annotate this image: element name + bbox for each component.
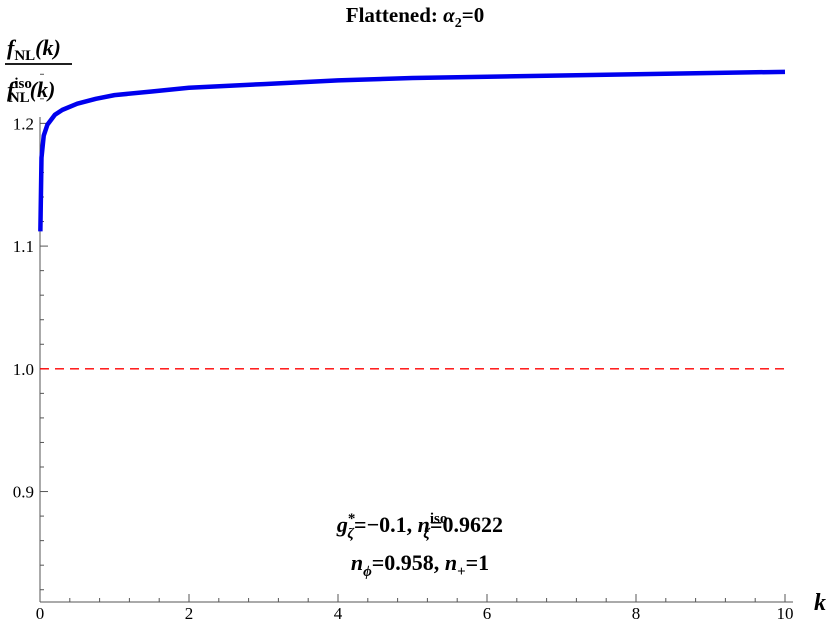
- chart-title: Flattened: α2=0: [346, 3, 485, 31]
- x-tick-label: 2: [185, 604, 194, 623]
- ratio-curve-series: [38, 69, 786, 232]
- annotation-line2: nϕ=0.958, n+=1: [351, 550, 489, 580]
- y-tick-label: 1.2: [13, 114, 34, 133]
- y-tick-label: 0.9: [13, 483, 34, 502]
- x-tick-label: 10: [777, 604, 794, 623]
- y-axis-label: fNL(k) fiso NL(k): [5, 35, 72, 106]
- y-tick-label: 1.1: [13, 237, 34, 256]
- axes: 0 2 4 6 8 10 0.9 1.0 1.1 1.2: [13, 73, 794, 623]
- x-tick-label: 6: [483, 604, 492, 623]
- x-tick-label: 4: [334, 604, 343, 623]
- annotation-line1: g* ζ=−0.1, niso ζ=0.9622: [336, 511, 503, 542]
- y-label-numerator: fNL(k): [7, 35, 61, 64]
- title-text: Flattened: α2=0: [346, 3, 485, 31]
- y-tick-label: 1.0: [13, 360, 34, 379]
- annotations: g* ζ=−0.1, niso ζ=0.9622 nϕ=0.958, n+=1: [336, 511, 503, 580]
- x-tick-label: 0: [36, 604, 45, 623]
- x-axis-label: k: [814, 590, 826, 616]
- series-group: [38, 69, 786, 370]
- x-tick-label: 8: [632, 604, 641, 623]
- y-label-denominator: fiso NL(k): [7, 76, 55, 106]
